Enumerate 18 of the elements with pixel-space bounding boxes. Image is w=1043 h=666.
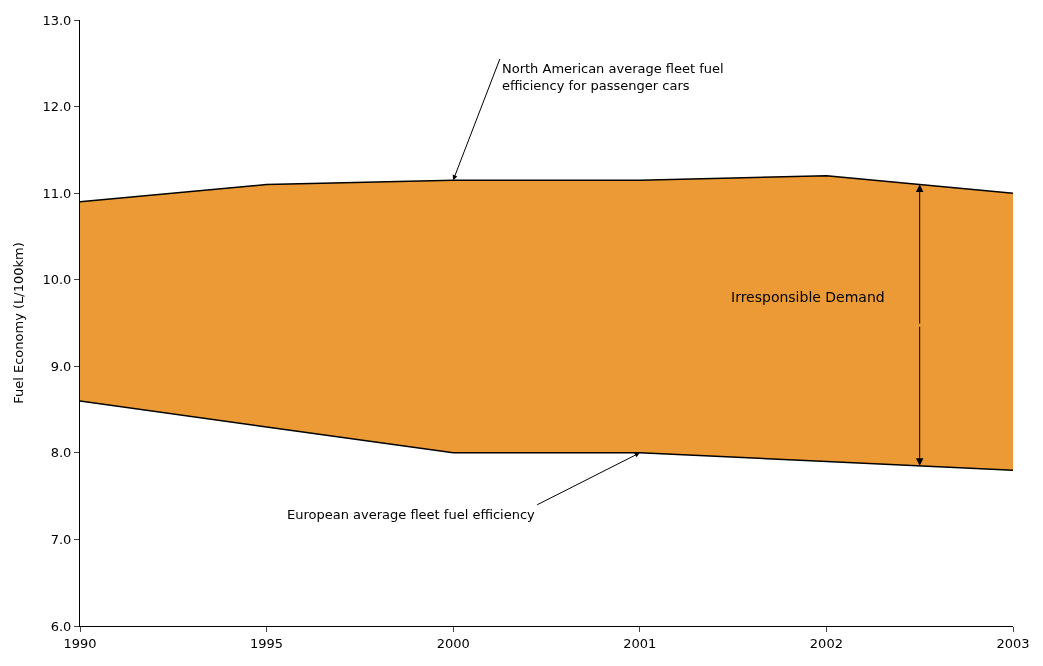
x-tick-label: 2003 bbox=[996, 635, 1030, 651]
annotation: Irresponsible Demand bbox=[731, 289, 885, 305]
y-tick-label: 8.0 bbox=[50, 445, 72, 461]
y-tick-label: 12.0 bbox=[42, 99, 72, 115]
y-tick-label: 13.0 bbox=[42, 12, 72, 28]
x-tick-label: 2001 bbox=[623, 635, 657, 651]
annotation: North American average fleet fuel efficiency for passenger cars bbox=[502, 61, 724, 93]
x-tick-label: 1995 bbox=[250, 635, 284, 651]
y-tick-label: 6.0 bbox=[50, 618, 72, 634]
y-tick-label: 7.0 bbox=[50, 531, 72, 547]
x-tick-label: 2002 bbox=[809, 635, 843, 651]
x-tick-label: 2000 bbox=[436, 635, 470, 651]
y-tick-label: 9.0 bbox=[50, 358, 72, 374]
y-tick-label: 10.0 bbox=[42, 272, 72, 288]
annotation: European average fleet fuel efficiency bbox=[287, 507, 536, 522]
x-tick-label: 1990 bbox=[63, 635, 97, 651]
y-axis-title: Fuel Economy (L/100km) bbox=[11, 242, 27, 404]
y-tick-label: 11.0 bbox=[42, 185, 72, 201]
